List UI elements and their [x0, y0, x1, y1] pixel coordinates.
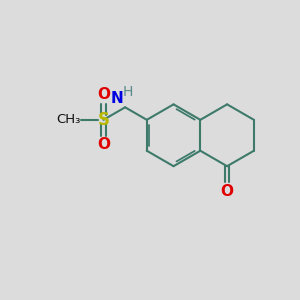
Text: N: N	[111, 91, 124, 106]
Text: CH₃: CH₃	[56, 113, 81, 126]
Text: H: H	[123, 85, 133, 99]
Text: O: O	[97, 87, 110, 102]
Text: O: O	[97, 137, 110, 152]
Text: O: O	[220, 184, 234, 199]
Text: S: S	[98, 111, 110, 129]
